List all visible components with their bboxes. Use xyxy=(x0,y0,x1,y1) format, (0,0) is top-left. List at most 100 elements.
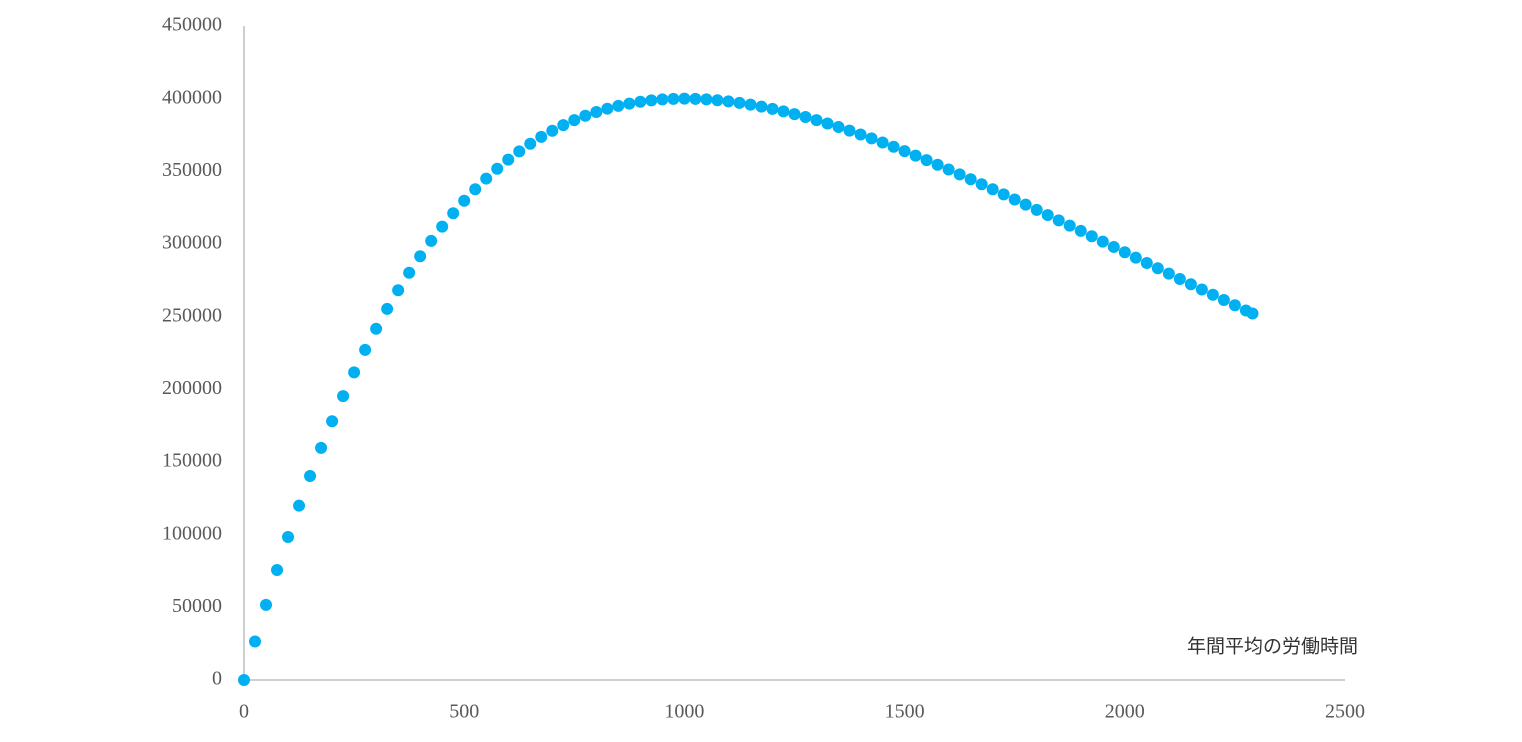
point xyxy=(909,149,922,162)
y-tick-label: 400000 xyxy=(162,86,222,108)
point xyxy=(1041,209,1054,222)
y-tick-label: 200000 xyxy=(162,377,222,399)
point xyxy=(854,128,867,141)
point xyxy=(755,100,768,113)
point xyxy=(898,145,911,158)
point xyxy=(282,531,295,544)
point xyxy=(590,105,603,118)
point xyxy=(788,108,801,121)
point xyxy=(1206,288,1219,301)
point xyxy=(667,92,680,105)
point xyxy=(1096,235,1109,248)
y-tick-label: 0 xyxy=(212,668,222,690)
point xyxy=(513,145,526,158)
point xyxy=(766,102,779,115)
point xyxy=(656,93,669,106)
point xyxy=(425,234,438,247)
point xyxy=(1107,240,1120,253)
point xyxy=(986,183,999,196)
point xyxy=(502,153,515,166)
point xyxy=(1140,256,1153,269)
point xyxy=(568,114,581,127)
point xyxy=(315,441,328,454)
x-tick-label: 1500 xyxy=(885,701,925,723)
point xyxy=(821,117,834,130)
point xyxy=(535,130,548,143)
x-tick-label: 2500 xyxy=(1325,701,1365,723)
point xyxy=(337,390,350,403)
y-tick-label: 50000 xyxy=(172,595,222,617)
y-tick-label: 300000 xyxy=(162,232,222,254)
point xyxy=(1162,267,1175,280)
point xyxy=(1008,193,1021,206)
point xyxy=(733,96,746,109)
point xyxy=(689,92,702,105)
point xyxy=(1074,224,1087,237)
point xyxy=(777,105,790,118)
point xyxy=(557,119,570,132)
point xyxy=(293,499,306,512)
point xyxy=(238,674,250,686)
point xyxy=(271,564,284,577)
x-tick-label: 0 xyxy=(239,701,249,723)
point xyxy=(1228,299,1241,312)
point xyxy=(744,98,757,111)
point xyxy=(392,284,405,297)
point xyxy=(997,188,1010,201)
x-tick-label: 1000 xyxy=(664,701,704,723)
point xyxy=(975,178,988,191)
point xyxy=(524,137,537,150)
y-tick-label: 100000 xyxy=(162,522,222,544)
point xyxy=(700,93,713,106)
point xyxy=(414,250,427,263)
point xyxy=(348,366,361,379)
point xyxy=(1173,272,1186,285)
point xyxy=(612,99,625,112)
y-tick-label: 150000 xyxy=(162,450,222,472)
point xyxy=(436,220,449,233)
x-axis-title: 年間平均の労働時間 xyxy=(1187,636,1358,658)
y-tick-label: 450000 xyxy=(162,14,222,36)
point xyxy=(480,172,493,185)
point xyxy=(678,92,691,105)
point xyxy=(931,158,944,171)
point xyxy=(865,132,878,145)
point xyxy=(810,114,823,127)
point xyxy=(304,469,317,482)
point xyxy=(601,102,614,115)
point xyxy=(1019,198,1032,211)
point xyxy=(249,635,262,648)
point xyxy=(1151,262,1164,275)
x-tick-label: 2000 xyxy=(1105,701,1145,723)
point xyxy=(491,162,504,175)
y-tick-label: 250000 xyxy=(162,304,222,326)
point xyxy=(964,173,977,186)
point xyxy=(623,97,636,110)
point xyxy=(887,140,900,153)
point xyxy=(1085,230,1098,243)
point xyxy=(1118,246,1131,259)
point xyxy=(722,95,735,108)
point xyxy=(458,194,471,207)
x-tick-label: 500 xyxy=(449,701,479,723)
y-tick-label: 350000 xyxy=(162,159,222,181)
point xyxy=(953,168,966,181)
point xyxy=(260,598,273,611)
point xyxy=(447,207,460,220)
point xyxy=(1063,219,1076,232)
point xyxy=(920,154,933,167)
point xyxy=(381,302,394,315)
point xyxy=(832,120,845,133)
point xyxy=(1052,214,1065,227)
point xyxy=(1217,294,1230,307)
point xyxy=(1030,203,1043,216)
point xyxy=(326,415,339,428)
point xyxy=(645,94,658,107)
point xyxy=(403,266,416,279)
point xyxy=(876,136,889,149)
point xyxy=(1195,283,1208,296)
point xyxy=(359,343,372,356)
point xyxy=(1129,251,1142,264)
point xyxy=(843,124,856,137)
